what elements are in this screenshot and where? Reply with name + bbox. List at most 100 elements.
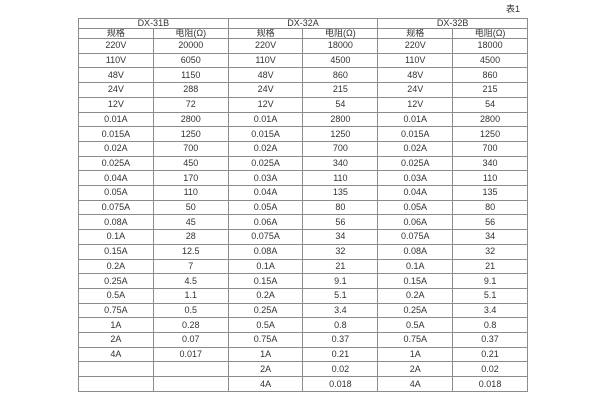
table-row: 0.04A 170 0.03A 110 0.03A 110	[78, 170, 528, 187]
table-cell: 0.07	[152, 332, 229, 348]
table-cell: 54	[452, 96, 528, 113]
table-cell: 0.28	[152, 317, 229, 334]
table-cell: 1250	[302, 126, 379, 142]
table-cell: 0.05A	[227, 199, 304, 216]
table-cell	[78, 376, 154, 392]
table-row: 2A 0.02 2A 0.02	[78, 361, 528, 378]
table-cell: 0.05A	[78, 185, 154, 201]
table-cell: 0.8	[452, 317, 528, 334]
table-cell: 110V	[227, 52, 304, 69]
group-header-dx32b: DX-32B	[377, 18, 528, 29]
table-cell: 6050	[152, 52, 229, 69]
table-cell: 0.21	[302, 346, 379, 363]
table-cell: 3.4	[452, 302, 528, 319]
table-cell: 12.5	[152, 243, 229, 260]
table-cell: 700	[452, 140, 528, 157]
table-cell: 9.1	[452, 273, 528, 289]
table-cell: 0.015A	[377, 126, 454, 142]
table-cell: 24V	[78, 82, 154, 98]
table-row: 0.075A 50 0.05A 80 0.05A 80	[78, 199, 528, 216]
table-cell: 0.02A	[377, 140, 454, 157]
column-header-row: 规格 电阻(Ω) 规格 电阻(Ω) 规格 电阻(Ω)	[78, 28, 528, 39]
table-row: 0.02A 700 0.02A 700 0.02A 700	[78, 140, 528, 157]
table-cell: 110	[452, 170, 528, 187]
table-cell: 20000	[152, 38, 229, 54]
table-cell: 0.1A	[377, 258, 454, 275]
table-cell: 0.15A	[377, 273, 454, 289]
table-cell: 21	[302, 258, 379, 275]
table-cell: 0.03A	[227, 170, 304, 187]
table-cell: 0.2A	[78, 258, 154, 275]
column-header-spec-dx32a: 规格	[227, 28, 304, 39]
table-row: 0.01A 2800 0.01A 2800 0.01A 2800	[78, 111, 528, 128]
table-cell: 0.75A	[78, 302, 154, 319]
table-cell: 110V	[377, 52, 454, 69]
table-cell: 0.075A	[78, 199, 154, 216]
table-cell: 0.018	[302, 376, 379, 392]
table-cell: 110	[302, 170, 379, 187]
table-cell: 12V	[377, 96, 454, 113]
table-cell: 1A	[78, 317, 154, 334]
table-row: 0.025A 450 0.025A 340 0.025A 340	[78, 155, 528, 172]
table-cell: 450	[152, 155, 229, 172]
table-row: 0.2A 7 0.1A 21 0.1A 21	[78, 258, 528, 275]
group-header-row: DX-31B DX-32A DX-32B	[78, 18, 528, 29]
table-cell: 0.8	[302, 317, 379, 334]
table-cell: 32	[452, 243, 528, 260]
table-cell: 340	[302, 155, 379, 172]
table-row: 12V 72 12V 54 12V 54	[78, 96, 528, 113]
column-header-resistance-dx32a: 电阻(Ω)	[302, 28, 379, 39]
table-cell: 0.05A	[377, 199, 454, 216]
table-cell: 2800	[452, 111, 528, 128]
table-cell: 1A	[377, 346, 454, 363]
table-row: 0.5A 1.1 0.2A 5.1 0.2A 5.1	[78, 287, 528, 304]
table-cell: 0.5	[152, 302, 229, 319]
table-cell: 4A	[227, 376, 304, 392]
table-cell: 4500	[302, 52, 379, 69]
table-cell: 0.2A	[377, 287, 454, 304]
table-cell: 80	[302, 199, 379, 216]
spec-table-body: 220V 20000 220V 18000 220V 18000 110V 6050 110V 4…	[78, 38, 528, 392]
table-cell: 1.1	[152, 287, 229, 304]
table-row: 0.015A 1250 0.015A 1250 0.015A 1250	[78, 126, 528, 142]
table-cell: 860	[452, 67, 528, 84]
table-cell: 0.02	[452, 361, 528, 378]
column-header-spec-dx32b: 规格	[377, 28, 454, 39]
table-cell: 0.37	[302, 332, 379, 348]
table-row: 0.25A 4.5 0.15A 9.1 0.15A 9.1	[78, 273, 528, 289]
table-cell: 0.25A	[227, 302, 304, 319]
table-cell: 0.02A	[227, 140, 304, 157]
table-cell: 0.5A	[377, 317, 454, 334]
table-cell: 72	[152, 96, 229, 113]
table-cell: 215	[302, 82, 379, 98]
table-cell	[78, 361, 154, 378]
table-cell: 0.015A	[78, 126, 154, 142]
table-cell: 0.025A	[78, 155, 154, 172]
table-cell: 0.02	[302, 361, 379, 378]
table-caption: 表1	[505, 4, 520, 14]
table-cell: 12V	[78, 96, 154, 113]
table-cell: 5.1	[452, 287, 528, 304]
table-cell: 4A	[78, 346, 154, 363]
table-cell: 0.015A	[227, 126, 304, 142]
table-cell: 0.01A	[227, 111, 304, 128]
table-cell: 48V	[377, 67, 454, 84]
table-cell: 0.01A	[377, 111, 454, 128]
table-cell: 2800	[302, 111, 379, 128]
table-cell: 0.08A	[377, 243, 454, 260]
table-cell: 9.1	[302, 273, 379, 289]
table-cell: 0.08A	[227, 243, 304, 260]
table-cell: 0.04A	[78, 170, 154, 187]
table-row: 24V 288 24V 215 24V 215	[78, 82, 528, 98]
table-row: 0.05A 110 0.04A 135 0.04A 135	[78, 185, 528, 201]
table-cell: 1A	[227, 346, 304, 363]
table-cell: 0.75A	[377, 332, 454, 348]
table-cell: 700	[302, 140, 379, 157]
table-cell: 0.25A	[78, 273, 154, 289]
table-cell: 110V	[78, 52, 154, 69]
table-cell: 0.025A	[377, 155, 454, 172]
table-cell: 2A	[78, 332, 154, 348]
table-cell: 0.02A	[78, 140, 154, 157]
table-cell	[152, 361, 229, 378]
